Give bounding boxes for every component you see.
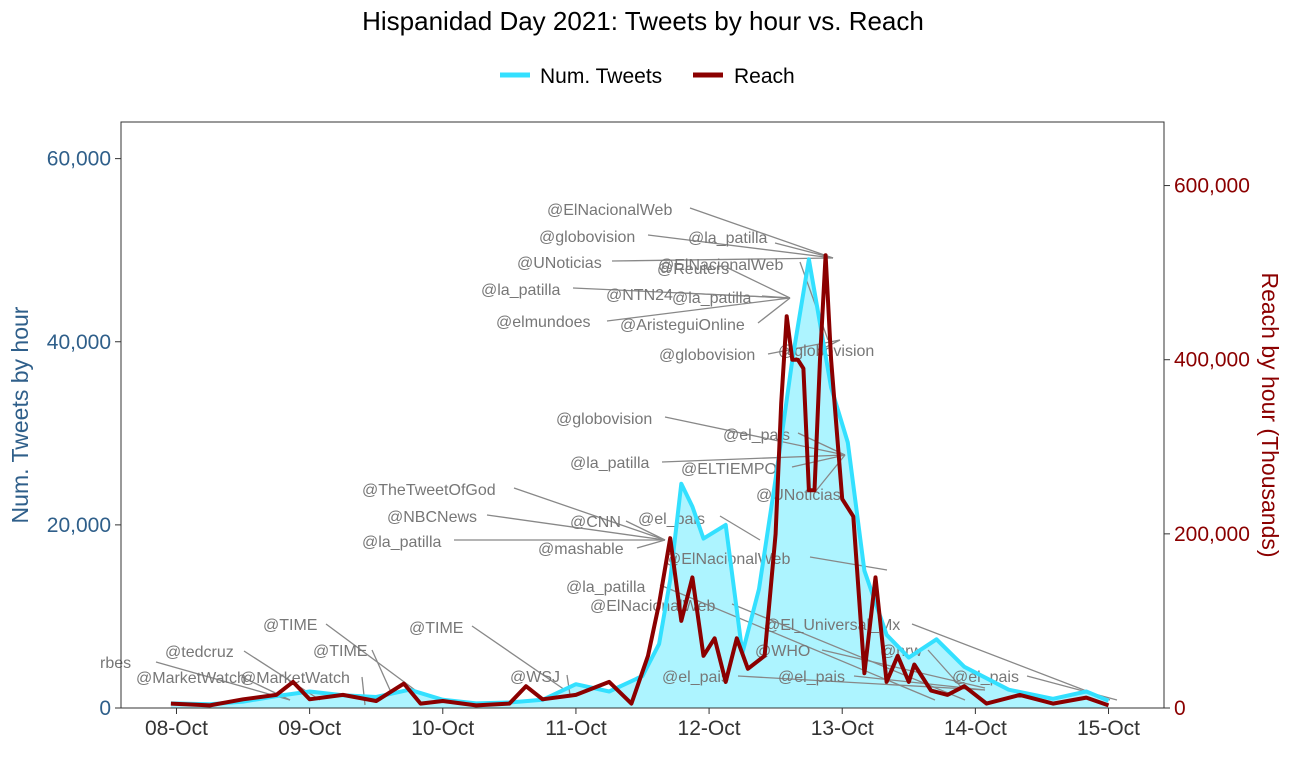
annotation-label: @El_Universal_Mx xyxy=(764,617,900,634)
y-right-tick-label: 600,000 xyxy=(1174,175,1250,198)
annotation-label: @la_patilla xyxy=(672,290,752,307)
annotation-label: @UNoticias xyxy=(517,255,602,272)
y-right-tick-label: 0 xyxy=(1174,697,1186,720)
annotation-label: @CNN xyxy=(570,514,621,531)
x-axis: 08-Oct 09-Oct 10-Oct 11-Oct 12-Oct 13-Oct 14-O… xyxy=(145,708,1140,740)
annotation-leader-line xyxy=(719,515,761,541)
x-tick-label: 12-Oct xyxy=(678,717,741,740)
annotation-label: @AristeguiOnline xyxy=(620,317,745,334)
annotation-leader-line xyxy=(757,297,791,324)
annotation-leader-line xyxy=(767,339,841,355)
annotation-leader-line xyxy=(761,295,791,299)
y-left-tick-label: 20,000 xyxy=(47,514,111,537)
annotation-label: @el_pais xyxy=(662,669,729,686)
annotations-layer: @ElNacionalWeb @globovision @la_patilla @UN… xyxy=(100,202,1118,706)
series-reach-line xyxy=(170,253,1110,708)
annotation-label: @globovision xyxy=(659,347,755,364)
annotation-leader-line xyxy=(611,257,834,262)
series-layer xyxy=(170,253,1110,708)
annotation-label: @NTN24 xyxy=(606,287,673,304)
y-left-tick-label: 40,000 xyxy=(47,331,111,354)
annotation-label: @elmundoes xyxy=(496,314,591,331)
annotation-leader-line xyxy=(486,514,666,541)
y-right-tick-label: 400,000 xyxy=(1174,349,1250,372)
annotation-label: @WHO xyxy=(755,643,810,660)
annotation-label: @la_patilla xyxy=(566,579,646,596)
annotation-label: @MarketWatch xyxy=(136,670,246,687)
annotation-label: @Reuters xyxy=(657,261,729,278)
y-right-tick-label: 200,000 xyxy=(1174,523,1250,546)
annotation-label: @la_patilla xyxy=(570,455,650,472)
annotation-label: @el_pais xyxy=(778,669,845,686)
annotation-leader-line xyxy=(325,623,416,691)
annotation-label: @el_pais xyxy=(638,511,705,528)
annotation-leader-line xyxy=(513,487,666,541)
y-axis-left-label: Num. Tweets by hour xyxy=(7,306,33,523)
legend: Num. Tweets Reach xyxy=(500,65,795,88)
annotation-leader-line xyxy=(636,539,666,549)
annotation-label: @globovision xyxy=(556,411,652,428)
x-tick-label: 14-Oct xyxy=(944,717,1007,740)
annotation-label: @MarketWatch xyxy=(240,670,350,687)
annotation-label: @la_patilla xyxy=(688,230,768,247)
y-axis-right: 0 200,000 400,000 600,000 xyxy=(1164,175,1250,720)
annotation-label: @TIME xyxy=(263,617,317,634)
y-axis-right-label: Reach by hour (Thousands) xyxy=(1257,272,1283,557)
y-left-tick-label: 60,000 xyxy=(47,148,111,171)
annotation-label: @globovision xyxy=(539,229,635,246)
legend-tweets-label: Num. Tweets xyxy=(540,65,662,88)
annotation-label: @TIME xyxy=(409,620,463,637)
legend-reach-label: Reach xyxy=(734,65,795,88)
annotation-label: @el_pais xyxy=(723,427,790,444)
annotation-label: @WSJ xyxy=(510,669,560,686)
annotation-label: @ELTIEMPO xyxy=(681,461,777,478)
annotation-leader-line xyxy=(647,234,834,259)
chart-title: Hispanidad Day 2021: Tweets by hour vs. … xyxy=(362,6,924,36)
annotation-label: @mashable xyxy=(538,541,624,558)
annotation-label: @TIME xyxy=(313,643,367,660)
annotation-leader-line xyxy=(155,661,291,701)
annotation-leader-line xyxy=(791,454,846,468)
annotation-leader-line xyxy=(774,242,834,259)
annotation-leader-line xyxy=(911,623,1111,701)
annotation-leader-line xyxy=(927,649,963,689)
annotation-leader-line xyxy=(625,520,666,541)
annotation-leader-line xyxy=(471,625,566,691)
plot-frame xyxy=(120,121,1165,709)
annotation-leader-line xyxy=(606,297,791,322)
annotation-label: @la_patilla xyxy=(481,282,561,299)
annotation-label: @ElNacionalWeb xyxy=(665,551,790,568)
annotation-leader-line xyxy=(727,267,791,299)
annotation-leader-line xyxy=(737,675,986,691)
annotation-label: @UNoticias xyxy=(756,487,841,504)
annotation-leader-line xyxy=(809,556,888,571)
annotation-label: rbes xyxy=(100,655,131,672)
annotation-leader-line xyxy=(566,674,571,696)
x-tick-label: 15-Oct xyxy=(1077,717,1140,740)
x-tick-label: 10-Oct xyxy=(411,717,474,740)
annotation-leader-line xyxy=(371,649,391,691)
annotation-label: @TheTweetOfGod xyxy=(362,482,496,499)
annotation-label: @NBCNews xyxy=(387,509,477,526)
x-tick-label: 09-Oct xyxy=(278,717,341,740)
x-tick-label: 13-Oct xyxy=(811,717,874,740)
annotation-label: @ElNacionalWeb xyxy=(658,257,783,274)
annotation-label: @tedcruz xyxy=(165,644,234,661)
y-left-tick-label: 0 xyxy=(99,697,111,720)
x-tick-label: 11-Oct xyxy=(545,717,607,740)
x-tick-label: 08-Oct xyxy=(145,717,208,740)
y-axis-left: 0 20,000 40,000 60,000 xyxy=(47,148,121,720)
annotation-label: @ElNacionalWeb xyxy=(547,202,672,219)
annotation-label: @la_patilla xyxy=(362,534,442,551)
annotation-leader-line xyxy=(689,207,834,259)
